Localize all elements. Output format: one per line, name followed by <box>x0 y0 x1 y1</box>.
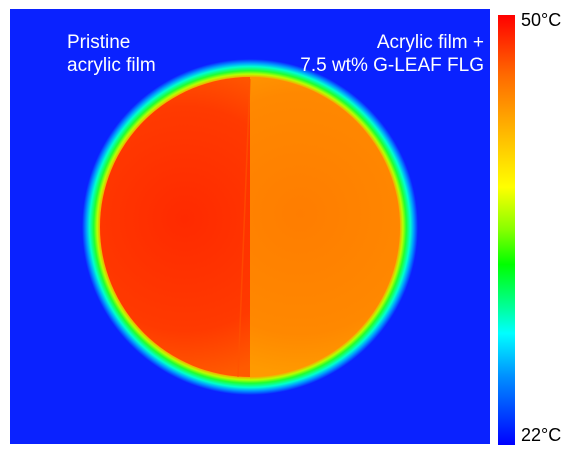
pristine-film-label-line-1: Pristine <box>67 32 131 53</box>
colorbar-max-label: 50°C <box>521 10 562 30</box>
thermal-image-graphic <box>10 9 490 444</box>
graphene-film-label-line-1: Acrylic film + <box>376 32 484 53</box>
graphene-film-label: Acrylic film + 7.5 wt% G-LEAF FLG <box>300 31 484 77</box>
pristine-film-label-line-2: acrylic film <box>67 55 156 76</box>
temperature-colorbar <box>498 15 515 445</box>
pristine-film-region <box>100 77 250 377</box>
thermal-image <box>10 9 490 444</box>
pristine-film-label: Pristine acrylic film <box>67 31 156 77</box>
graphene-film-label-line-2: 7.5 wt% G-LEAF FLG <box>300 55 484 76</box>
colorbar-min-label: 22°C <box>521 425 562 445</box>
